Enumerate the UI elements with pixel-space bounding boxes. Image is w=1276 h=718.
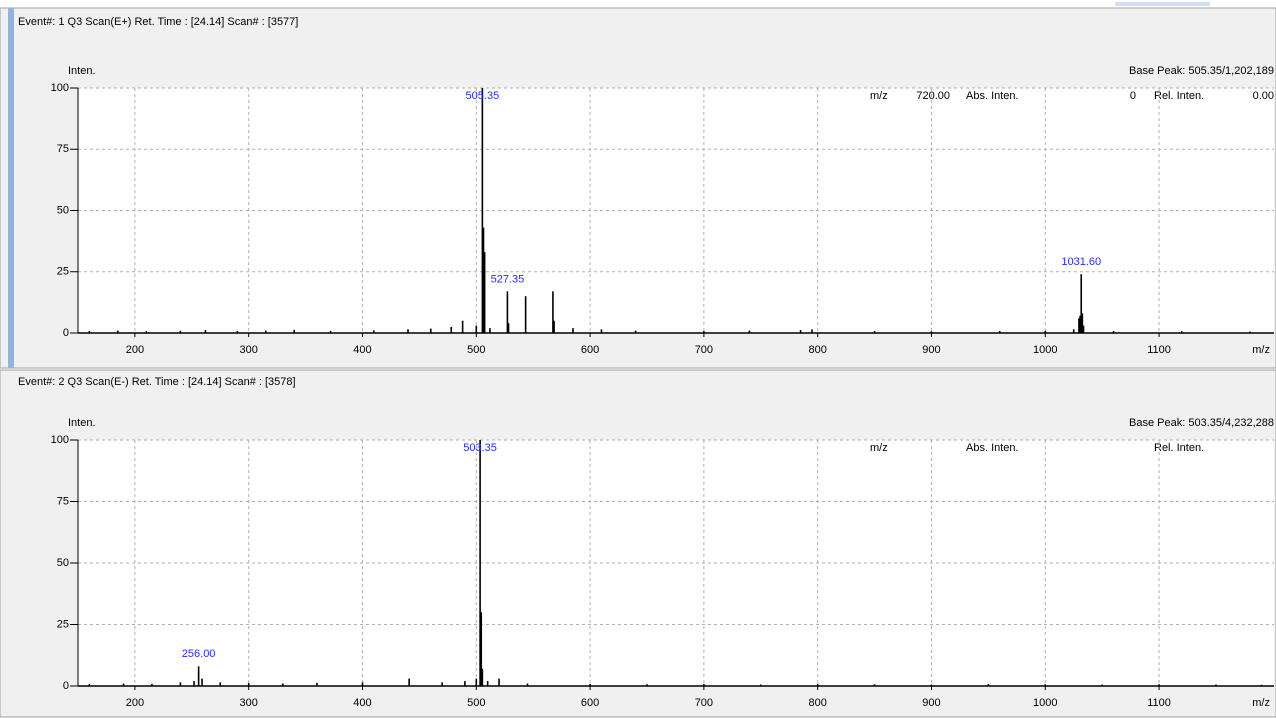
- event-header: Event#: 1 Q3 Scan(E+) Ret. Time : [24.14…: [18, 16, 298, 28]
- x-tick-label: 600: [581, 344, 599, 356]
- y-axis-label: Inten.: [68, 65, 96, 77]
- info-field: Abs. Inten.: [966, 442, 1019, 454]
- info-field: 720.00: [916, 90, 950, 102]
- y-tick-label: 0: [63, 680, 69, 692]
- x-tick-label: 900: [922, 697, 940, 709]
- base-peak: Base Peak: 503.35/4,232,288: [1129, 417, 1274, 429]
- active-marker: [8, 8, 14, 368]
- y-axis-label: Inten.: [68, 417, 96, 429]
- x-tick-label: 900: [922, 344, 940, 356]
- info-field: m/z: [870, 442, 888, 454]
- info-field: Rel. Inten.: [1154, 90, 1204, 102]
- x-tick-label: 300: [240, 344, 258, 356]
- x-tick-label: 1000: [1033, 697, 1057, 709]
- y-tick-label: 50: [57, 204, 69, 216]
- y-tick-label: 25: [57, 618, 69, 630]
- info-field: Rel. Inten.: [1154, 442, 1204, 454]
- y-tick-label: 50: [57, 557, 69, 569]
- x-tick-label: 800: [808, 344, 826, 356]
- x-tick-label: 600: [581, 697, 599, 709]
- x-tick-label: 300: [240, 697, 258, 709]
- x-axis-label: m/z: [1252, 344, 1270, 356]
- y-tick-label: 25: [57, 266, 69, 278]
- peak-label: 527.35: [491, 273, 525, 285]
- info-field: Abs. Inten.: [966, 90, 1019, 102]
- x-axis-label: m/z: [1252, 697, 1270, 709]
- y-tick-label: 75: [57, 495, 69, 507]
- peak-label: 1031.60: [1061, 256, 1101, 268]
- peak-label: 256.00: [182, 648, 216, 660]
- event-header: Event#: 2 Q3 Scan(E-) Ret. Time : [24.14…: [18, 376, 296, 388]
- x-tick-label: 700: [695, 344, 713, 356]
- y-tick-label: 0: [63, 327, 69, 339]
- x-tick-label: 700: [695, 697, 713, 709]
- info-field: m/z: [870, 90, 888, 102]
- base-peak: Base Peak: 505.35/1,202,189: [1129, 65, 1274, 77]
- y-tick-label: 100: [51, 82, 69, 94]
- x-tick-label: 1000: [1033, 344, 1057, 356]
- x-tick-label: 200: [126, 344, 144, 356]
- peak-label: 505.35: [466, 90, 500, 102]
- x-tick-label: 400: [353, 344, 371, 356]
- x-tick-label: 1100: [1147, 697, 1171, 709]
- x-tick-label: 500: [467, 344, 485, 356]
- x-tick-label: 800: [808, 697, 826, 709]
- x-tick-label: 400: [353, 697, 371, 709]
- x-tick-label: 200: [126, 697, 144, 709]
- x-tick-label: 500: [467, 697, 485, 709]
- toolbar-tab: [1115, 2, 1210, 6]
- info-field: 0.00: [1253, 90, 1274, 102]
- x-tick-label: 1100: [1147, 344, 1171, 356]
- info-field: 0: [1130, 90, 1136, 102]
- y-tick-label: 100: [51, 434, 69, 446]
- y-tick-label: 75: [57, 143, 69, 155]
- peak-label: 503.35: [463, 442, 497, 454]
